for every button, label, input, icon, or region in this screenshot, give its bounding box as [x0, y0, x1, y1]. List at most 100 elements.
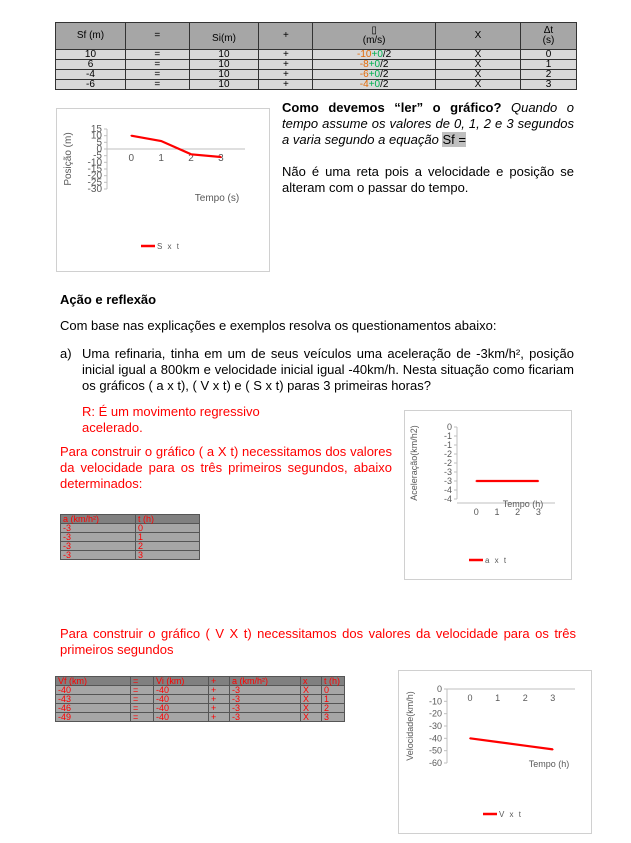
table-row: 6 = 10 + -8+0/2 X 1 [55, 59, 578, 70]
table-row: -43 = -40 + -3 X 1 [55, 694, 345, 704]
cell-plus: + [258, 79, 314, 90]
intro-question: Como devemos “ler” o gráfico? Quando o t… [282, 100, 574, 148]
data-point [160, 140, 162, 142]
acceleration-chart-svg: 0-1-1-2-2-3-3-4-40 1 2 3Aceleração(km/h2)Te… [409, 422, 555, 565]
y-tick-label: -4 [444, 485, 452, 495]
y-tick-label: -25 [88, 177, 103, 188]
cell-plus: + [258, 69, 314, 80]
cell-t: 0 [135, 523, 200, 533]
cell-a: -3 [60, 541, 136, 551]
cell-t: 2 [135, 541, 200, 551]
v-final: +0 [368, 59, 381, 70]
y-axis-label: Posição (m) [63, 132, 74, 185]
data-point [496, 741, 499, 743]
table-row: -46 = -40 + -3 X 2 [55, 703, 345, 713]
cell-a: -3 [229, 712, 301, 722]
v-final: +0 [368, 79, 381, 90]
y-tick-label: -3 [444, 467, 452, 477]
equation-table: Sf (m) = Si(m) + ▯ (m/s) X Δt (s) 10 = 1… [55, 22, 578, 90]
x-tick-label: 0 [474, 507, 479, 517]
item-a-text: Uma refinaria, tinha em um de seus veícu… [82, 346, 574, 394]
intro-answer: Não é uma reta pois a velocidade e posiç… [282, 164, 574, 195]
data-point [552, 748, 554, 751]
cell-si: 10 [188, 59, 260, 70]
cell-eq: = [130, 712, 154, 722]
cell-v: -6+0/2 [312, 69, 436, 80]
y-tick-label: -10 [429, 696, 442, 706]
v-initial: -8 [359, 59, 369, 70]
legend-label: a x t [485, 556, 508, 565]
cell-vi: -40 [153, 712, 209, 722]
chart-acceleration: 0 -1 -1 -2 -2 -3 -3 -4 -4 0 1 2 3 Aceleração(km/h2) Te… [404, 410, 572, 580]
item-a-question: Uma refinaria, tinha em um de seus veícu… [82, 346, 574, 393]
velocity-table: Vf (km) = Vi (km) + a (km/h²) x t (h) -4… [55, 676, 345, 722]
header-t: t (h) [321, 676, 345, 686]
item-a-answer-text: R: É um movimento regressivo acelerado. [82, 404, 260, 435]
data-point [524, 744, 526, 747]
cell-sf: -4 [55, 69, 126, 80]
data-point [130, 134, 133, 137]
v-final: +0 [368, 69, 381, 80]
data-point [190, 153, 192, 156]
x-tick-label: 2 [188, 153, 194, 164]
v-div: /2 [380, 69, 389, 80]
cell-a: -3 [229, 685, 301, 695]
chart-velocity: 0 -10 -20 -30 -40 -50 -60 0 1 2 3 Velocidade(km/h) T… [398, 670, 592, 834]
y-tick-label: 10 [91, 131, 103, 142]
y-tick-label: -2 [444, 449, 452, 459]
header-a: a (km/h²) [60, 514, 136, 524]
y-tick-label: -40 [429, 733, 442, 743]
x-tick-label: 1 [494, 507, 499, 517]
cell-eq: = [124, 49, 190, 60]
cell-t: 0 [519, 49, 578, 60]
y-tick-label: -3 [444, 476, 452, 486]
v-div: /2 [380, 59, 389, 70]
y-tick-label: 5 [96, 137, 102, 148]
v-div: /2 [380, 79, 389, 90]
ax-intro: Para construir o gráfico ( a X t) necess… [60, 444, 392, 491]
y-tick-label: -30 [429, 721, 442, 731]
header-x: X [434, 22, 521, 50]
question-heading: Como devemos “ler” o gráfico? [282, 100, 502, 115]
y-tick-label: -50 [429, 746, 442, 756]
cell-x: X [434, 49, 521, 60]
x-tick-label: 3 [218, 153, 224, 164]
cell-eq: = [124, 79, 190, 90]
cell-a: -3 [60, 550, 136, 560]
header-dt: Δt (s) [519, 22, 578, 50]
cell-x: X [434, 69, 521, 80]
cell-a: -3 [60, 523, 136, 533]
data-point [537, 480, 540, 482]
data-point [475, 480, 478, 482]
table-row: -3 0 [60, 523, 200, 533]
cell-plus: + [258, 59, 314, 70]
table-row: -3 3 [60, 550, 200, 560]
cell-v: -10+0/2 [312, 49, 436, 60]
x-axis-label: Tempo (h) [529, 759, 570, 769]
cell-si: 10 [188, 79, 260, 90]
cell-sf: 10 [55, 49, 126, 60]
cell-eq: = [124, 59, 190, 70]
legend-label: V x t [499, 810, 523, 819]
cell-a: -3 [229, 703, 301, 713]
data-point [220, 156, 222, 158]
y-tick-label: -60 [429, 758, 442, 768]
table-row: 10 = 10 + -10+0/2 X 0 [55, 49, 578, 60]
acceleration-table: a (km/h²) t (h) -3 0 -3 1 -3 2 -3 3 [60, 514, 200, 560]
x-tick-label: 0 [467, 693, 472, 703]
y-axis-label: Velocidade(km/h) [405, 691, 415, 761]
header-si: Si(m) [188, 22, 260, 50]
cell-a: -3 [60, 532, 136, 542]
y-tick-label: -1 [444, 431, 452, 441]
cell-v: -4+0/2 [312, 79, 436, 90]
table-row: -3 1 [60, 532, 200, 542]
x-tick-label: 1 [495, 693, 500, 703]
x-axis-label: Tempo (h) [503, 499, 544, 509]
table-row: -6 = 10 + -4+0/2 X 3 [55, 79, 578, 90]
cell-t: 3 [519, 79, 578, 90]
series-line [131, 134, 221, 159]
y-tick-label: 0 [447, 422, 452, 432]
y-tick-label: -30 [88, 184, 103, 195]
table-row: -49 = -40 + -3 X 3 [55, 712, 345, 722]
data-point [469, 737, 471, 740]
